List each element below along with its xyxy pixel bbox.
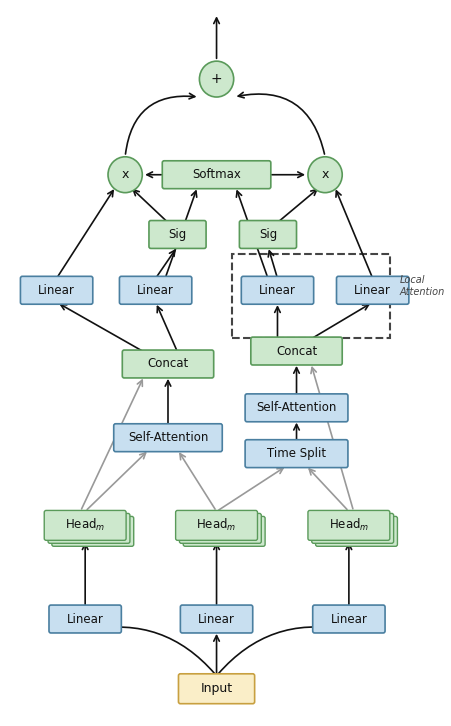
Ellipse shape bbox=[307, 157, 341, 192]
Text: Linear: Linear bbox=[258, 284, 295, 297]
Text: Self-Attention: Self-Attention bbox=[256, 401, 336, 415]
Text: Concat: Concat bbox=[147, 357, 188, 370]
FancyBboxPatch shape bbox=[307, 510, 389, 540]
Text: Linear: Linear bbox=[354, 284, 390, 297]
FancyBboxPatch shape bbox=[179, 513, 261, 543]
FancyBboxPatch shape bbox=[336, 277, 408, 304]
Text: Head$_m$: Head$_m$ bbox=[196, 518, 236, 534]
FancyBboxPatch shape bbox=[20, 277, 92, 304]
FancyBboxPatch shape bbox=[162, 160, 270, 189]
FancyBboxPatch shape bbox=[312, 605, 384, 633]
FancyBboxPatch shape bbox=[180, 605, 252, 633]
FancyBboxPatch shape bbox=[183, 516, 265, 546]
Text: Sig: Sig bbox=[168, 228, 186, 241]
Text: Head$_m$: Head$_m$ bbox=[328, 518, 368, 534]
Ellipse shape bbox=[108, 157, 142, 192]
Text: Sig: Sig bbox=[258, 228, 276, 241]
Bar bbox=[231, 254, 389, 338]
FancyBboxPatch shape bbox=[241, 277, 313, 304]
FancyBboxPatch shape bbox=[44, 510, 126, 540]
FancyBboxPatch shape bbox=[52, 516, 133, 546]
FancyBboxPatch shape bbox=[119, 277, 191, 304]
Text: Head$_m$: Head$_m$ bbox=[65, 518, 105, 534]
Text: +: + bbox=[210, 72, 222, 86]
Text: Local
Attention: Local Attention bbox=[398, 275, 444, 297]
Text: Linear: Linear bbox=[330, 613, 367, 626]
FancyBboxPatch shape bbox=[49, 605, 121, 633]
FancyBboxPatch shape bbox=[244, 394, 347, 422]
Text: Linear: Linear bbox=[137, 284, 174, 297]
FancyBboxPatch shape bbox=[239, 221, 296, 248]
FancyBboxPatch shape bbox=[315, 516, 396, 546]
Text: Linear: Linear bbox=[38, 284, 75, 297]
Text: Concat: Concat bbox=[275, 345, 317, 357]
FancyBboxPatch shape bbox=[178, 674, 254, 703]
FancyBboxPatch shape bbox=[311, 513, 393, 543]
Text: x: x bbox=[121, 168, 129, 182]
Text: Input: Input bbox=[200, 682, 232, 696]
FancyBboxPatch shape bbox=[149, 221, 206, 248]
Text: Linear: Linear bbox=[67, 613, 103, 626]
Text: Softmax: Softmax bbox=[192, 168, 240, 182]
FancyBboxPatch shape bbox=[244, 440, 347, 468]
Text: Time Split: Time Split bbox=[267, 447, 325, 460]
FancyBboxPatch shape bbox=[114, 424, 222, 452]
FancyBboxPatch shape bbox=[175, 510, 257, 540]
FancyBboxPatch shape bbox=[250, 337, 341, 365]
FancyBboxPatch shape bbox=[48, 513, 129, 543]
Ellipse shape bbox=[199, 61, 233, 97]
FancyBboxPatch shape bbox=[122, 350, 213, 378]
Text: Linear: Linear bbox=[198, 613, 235, 626]
Text: Self-Attention: Self-Attention bbox=[128, 431, 208, 444]
Text: x: x bbox=[321, 168, 328, 182]
